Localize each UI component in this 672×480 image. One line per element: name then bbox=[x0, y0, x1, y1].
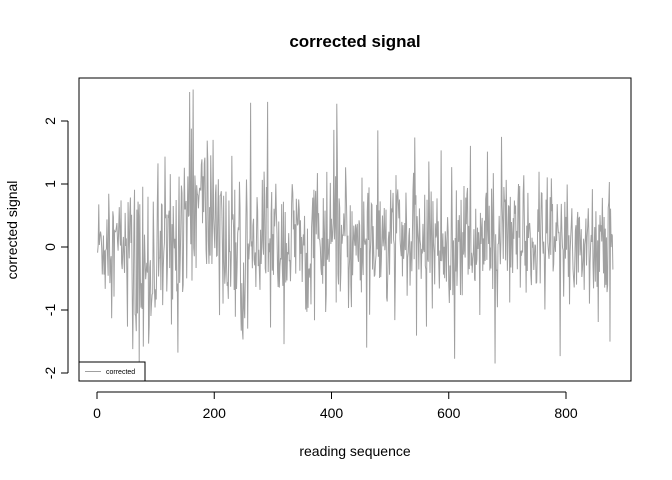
legend-box bbox=[78, 361, 146, 382]
x-tick-label: 800 bbox=[554, 405, 578, 421]
x-axis-label: reading sequence bbox=[299, 443, 411, 459]
y-tick-label: 1 bbox=[42, 180, 58, 188]
y-axis-label: corrected signal bbox=[4, 181, 20, 280]
y-tick-label: 0 bbox=[42, 243, 58, 251]
y-tick-label: -2 bbox=[42, 367, 58, 380]
y-tick-label: 2 bbox=[42, 117, 58, 125]
legend-label: corrected bbox=[106, 369, 135, 376]
y-axis: -2 -1 0 1 2 bbox=[42, 117, 69, 380]
chart-title: corrected signal bbox=[289, 32, 420, 51]
plot-frame bbox=[78, 77, 632, 382]
x-axis: 0 200 400 600 800 bbox=[93, 391, 578, 421]
legend: corrected bbox=[78, 361, 146, 382]
x-tick-label: 0 bbox=[93, 405, 101, 421]
series-line-corrected bbox=[97, 89, 614, 364]
y-tick-label: -1 bbox=[42, 304, 58, 317]
x-tick-label: 400 bbox=[320, 405, 344, 421]
x-tick-label: 200 bbox=[203, 405, 227, 421]
series-layer bbox=[97, 89, 614, 364]
x-tick-label: 600 bbox=[437, 405, 461, 421]
